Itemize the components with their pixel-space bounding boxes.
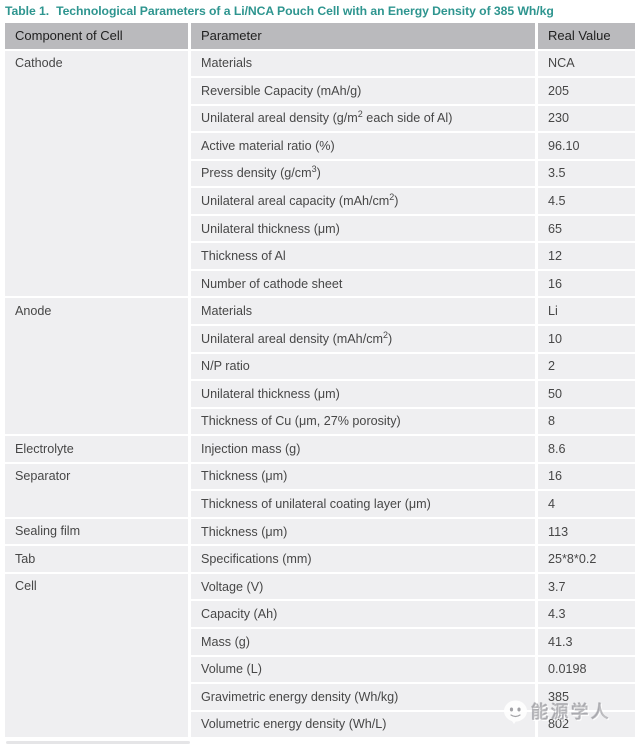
table-row: Anode Materials Li [5, 298, 635, 435]
table-row: Unilateral areal capacity (mAh/cm2) 4.5 [5, 188, 635, 214]
table-row: Thickness of Cu (μm, 27% porosity) 8 [5, 408, 635, 435]
table-row: Unilateral thickness (μm) 50 [5, 381, 635, 407]
parameter-cell: Voltage (V) [191, 573, 535, 600]
parameter-cell: Thickness of unilateral coating layer (μ… [191, 491, 535, 517]
component-cell: Cathode [5, 50, 188, 297]
table-row: N/P ratio 2 [5, 353, 635, 380]
value-cell: 4.3 [538, 601, 635, 627]
table-row: Sealing film Thickness (μm) 113 [5, 518, 635, 545]
parameters-table: Component of Cell Parameter Real Value C… [2, 21, 638, 739]
component-cell: Electrolyte [5, 436, 188, 462]
parameter-cell: Number of cathode sheet [191, 270, 535, 297]
table-title: Table 1. Technological Parameters of a Li… [5, 4, 554, 18]
table-row: Tab Specifications (mm) 25*8*0.2 [5, 546, 635, 572]
value-cell: 0.0198 [538, 656, 635, 683]
value-cell: NCA [538, 50, 635, 77]
parameter-cell: Thickness (μm) [191, 463, 535, 490]
table-row: Number of cathode sheet 16 [5, 270, 635, 297]
parameter-cell: Volumetric energy density (Wh/L) [191, 711, 535, 738]
value-cell: 113 [538, 518, 635, 545]
value-cell: 10 [538, 325, 635, 352]
table-body: Cathode Materials NCA Reversible Capacity (… [5, 50, 635, 738]
parameter-cell: Thickness of Cu (μm, 27% porosity) [191, 408, 535, 435]
column-header-component: Component of Cell [5, 23, 188, 49]
bottom-edge-artifact [6, 741, 190, 744]
value-cell: 4.5 [538, 188, 635, 214]
table-row: Unilateral areal density (g/m2 each side… [5, 105, 635, 132]
parameter-cell: Press density (g/cm3) [191, 160, 535, 187]
parameter-cell: Thickness (μm) [191, 518, 535, 545]
table-row: Volume (L) 0.0198 [5, 656, 635, 683]
parameter-cell: Unilateral thickness (μm) [191, 215, 535, 242]
value-cell: 8.6 [538, 436, 635, 462]
value-cell: 25*8*0.2 [538, 546, 635, 572]
value-cell: 96.10 [538, 133, 635, 159]
table-row: Thickness of Al 12 [5, 243, 635, 269]
column-header-value: Real Value [538, 23, 635, 49]
parameter-cell: Unilateral areal density (g/m2 each side… [191, 105, 535, 132]
table-row: Gravimetric energy density (Wh/kg) 385 [5, 684, 635, 710]
value-cell: 16 [538, 463, 635, 490]
value-cell: 4 [538, 491, 635, 517]
parameter-cell: Unilateral areal density (mAh/cm2) [191, 325, 535, 352]
table-header: Component of Cell Parameter Real Value [5, 23, 635, 49]
header-row: Component of Cell Parameter Real Value [5, 23, 635, 49]
component-cell: Tab [5, 546, 188, 572]
parameter-cell: Specifications (mm) [191, 546, 535, 572]
table-title-text: Technological Parameters of a Li/NCA Pou… [56, 4, 554, 18]
watermark: 能源学人 [503, 699, 611, 724]
table-row: Capacity (Ah) 4.3 [5, 601, 635, 627]
parameter-cell: Mass (g) [191, 628, 535, 655]
watermark-text: 能源学人 [531, 702, 611, 722]
table-number-label: Table 1. [5, 4, 50, 18]
parameter-cell: Injection mass (g) [191, 436, 535, 462]
table-row: Active material ratio (%) 96.10 [5, 133, 635, 159]
value-cell: 2 [538, 353, 635, 380]
value-cell: 8 [538, 408, 635, 435]
table-row: Unilateral thickness (μm) 65 [5, 215, 635, 242]
parameter-cell: N/P ratio [191, 353, 535, 380]
value-cell: 205 [538, 78, 635, 104]
table-row: Thickness of unilateral coating layer (μ… [5, 491, 635, 517]
parameter-cell: Capacity (Ah) [191, 601, 535, 627]
value-cell: 65 [538, 215, 635, 242]
value-cell: 802 [538, 711, 635, 738]
parameter-cell: Volume (L) [191, 656, 535, 683]
value-cell: 12 [538, 243, 635, 269]
parameter-cell: Thickness of Al [191, 243, 535, 269]
parameter-cell: Gravimetric energy density (Wh/kg) [191, 684, 535, 710]
table-row: Electrolyte Injection mass (g) 8.6 [5, 436, 635, 462]
value-cell: 50 [538, 381, 635, 407]
value-cell: 3.5 [538, 160, 635, 187]
table-row: Unilateral areal density (mAh/cm2) 10 [5, 325, 635, 352]
value-cell: 385 [538, 684, 635, 710]
table-row: Cathode Materials NCA [5, 50, 635, 297]
value-cell: 16 [538, 270, 635, 297]
table-row: Separator Thickness (μm) 16 [5, 463, 635, 517]
component-cell: Cell [5, 573, 188, 738]
value-cell: 41.3 [538, 628, 635, 655]
column-header-parameter: Parameter [191, 23, 535, 49]
table-row: Reversible Capacity (mAh/g) 205 [5, 78, 635, 104]
value-cell: 3.7 [538, 573, 635, 600]
parameter-cell: Unilateral thickness (μm) [191, 381, 535, 407]
component-cell: Sealing film [5, 518, 188, 545]
value-cell: Li [538, 298, 635, 324]
parameter-cell: Reversible Capacity (mAh/g) [191, 78, 535, 104]
parameter-cell: Active material ratio (%) [191, 133, 535, 159]
parameter-cell: Materials [191, 50, 535, 77]
component-cell: Separator [5, 463, 188, 517]
parameter-cell: Materials [191, 298, 535, 324]
value-cell: 230 [538, 105, 635, 132]
table-row: Mass (g) 41.3 [5, 628, 635, 655]
table-row: Cell Voltage (V) 3.7 [5, 573, 635, 738]
wechat-chat-bubble-icon [504, 700, 527, 724]
table-row: Press density (g/cm3) 3.5 [5, 160, 635, 187]
parameter-cell: Unilateral areal capacity (mAh/cm2) [191, 188, 535, 214]
table-row: Volumetric energy density (Wh/L) 802 [5, 711, 635, 738]
component-cell: Anode [5, 298, 188, 435]
